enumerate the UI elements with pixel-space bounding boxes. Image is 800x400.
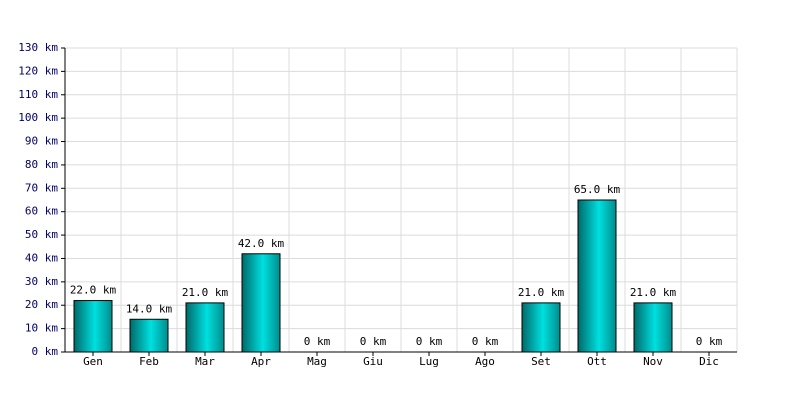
value-label: 21.0 km (182, 286, 229, 299)
y-tick-label: 30 km (25, 275, 58, 288)
x-tick-label: Gen (83, 355, 103, 368)
y-tick-label: 10 km (25, 322, 58, 335)
bar (129, 318, 169, 353)
bar (73, 300, 113, 353)
x-tick-label: Giu (363, 355, 383, 368)
x-tick-label: Ott (587, 355, 607, 368)
bar (633, 302, 673, 353)
bar (577, 199, 617, 353)
value-label: 0 km (304, 335, 331, 348)
value-label: 42.0 km (238, 237, 285, 250)
y-tick-label: 40 km (25, 251, 58, 264)
y-tick-label: 70 km (25, 181, 58, 194)
x-tick-label: Nov (643, 355, 663, 368)
value-label: 0 km (416, 335, 443, 348)
y-tick-label: 50 km (25, 228, 58, 241)
value-label: 21.0 km (518, 286, 565, 299)
x-tick-label: Set (531, 355, 551, 368)
value-label: 22.0 km (70, 284, 117, 297)
y-tick-label: 60 km (25, 205, 58, 218)
bar (521, 302, 561, 353)
x-tick-label: Ago (475, 355, 495, 368)
y-tick-label: 110 km (18, 88, 58, 101)
y-tick-label: 80 km (25, 158, 58, 171)
x-tick-label: Lug (419, 355, 439, 368)
x-tick-label: Apr (251, 355, 271, 368)
value-label: 14.0 km (126, 302, 173, 315)
value-label: 21.0 km (630, 286, 677, 299)
y-tick-label: 90 km (25, 135, 58, 148)
y-tick-label: 130 km (18, 41, 58, 54)
value-label: 0 km (472, 335, 499, 348)
value-label: 65.0 km (574, 183, 621, 196)
x-tick-label: Feb (139, 355, 159, 368)
y-tick-label: 100 km (18, 111, 58, 124)
y-tick-label: 120 km (18, 64, 58, 77)
y-tick-label: 20 km (25, 298, 58, 311)
value-label: 0 km (696, 335, 723, 348)
y-tick-label: 0 km (32, 345, 59, 358)
x-tick-label: Dic (699, 355, 719, 368)
x-tick-label: Mag (307, 355, 327, 368)
x-tick-label: Mar (195, 355, 215, 368)
bar (185, 302, 225, 353)
bar (241, 253, 281, 353)
value-label: 0 km (360, 335, 387, 348)
